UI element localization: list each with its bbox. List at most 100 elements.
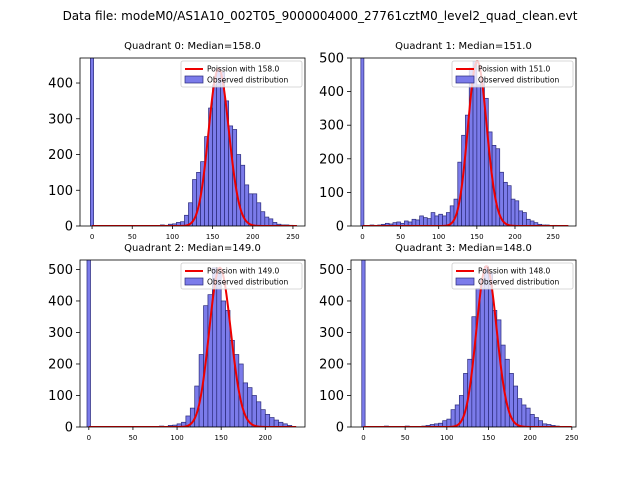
legend-bars-swatch xyxy=(455,277,475,286)
x-tick-label: 200 xyxy=(246,233,259,241)
y-tick-label: 0 xyxy=(65,421,73,436)
histogram-bar xyxy=(526,218,531,226)
y-tick-label: 0 xyxy=(336,220,344,235)
x-tick-label: 200 xyxy=(259,434,272,442)
x-tick-label: 150 xyxy=(214,434,227,442)
axes-frame xyxy=(350,57,577,227)
histogram-bar xyxy=(510,198,516,226)
subplot-quadrant-1: Quadrant 1: Median=151.00100200300400500… xyxy=(319,41,577,241)
y-tick-label: 400 xyxy=(48,77,73,92)
legend-curve-label: Poission with 148.0 xyxy=(478,267,551,276)
legend: Poission with 148.0 Observed distribution xyxy=(451,262,574,290)
legend: Poission with 149.0 Observed distribution xyxy=(180,262,303,290)
histogram-bar xyxy=(521,404,527,427)
subplot-title: Quadrant 2: Median=149.0 xyxy=(124,243,261,254)
legend: Poission with 151.0 Observed distribution xyxy=(451,60,574,88)
subplot-quadrant-3: Quadrant 3: Median=148.00100200300400500… xyxy=(319,243,578,442)
legend-box xyxy=(451,262,574,290)
histogram-bar xyxy=(212,84,217,226)
legend-box xyxy=(180,262,303,290)
histogram-bar xyxy=(256,202,262,226)
histogram-bar xyxy=(517,398,523,427)
subplot-title: Quadrant 0: Median=158.0 xyxy=(124,41,261,52)
legend-bars-swatch xyxy=(184,75,204,84)
histogram-bar xyxy=(507,185,512,226)
x-tick-label: 50 xyxy=(128,434,137,442)
histogram-bar xyxy=(522,212,527,226)
legend-bars-label: Observed distribution xyxy=(478,76,559,85)
histogram-bar xyxy=(479,278,485,427)
poisson-curve xyxy=(363,265,572,427)
histogram-bar xyxy=(514,200,520,226)
x-tick-label: 50 xyxy=(401,434,410,442)
histogram-bar xyxy=(430,212,436,226)
histogram-bar xyxy=(438,213,443,226)
x-tick-label: 100 xyxy=(166,233,179,241)
subplot-quadrant-2: Quadrant 2: Median=149.00100200300400500… xyxy=(48,243,306,442)
y-tick-label: 100 xyxy=(48,389,73,404)
legend-bars-label: Observed distribution xyxy=(478,278,559,287)
histogram-bar xyxy=(411,218,417,226)
axes-frame xyxy=(350,259,577,428)
y-tick-label: 0 xyxy=(65,220,73,235)
y-tick-label: 200 xyxy=(319,152,344,167)
histogram-bar xyxy=(216,272,222,427)
histogram-bar xyxy=(269,417,275,427)
y-tick-label: 500 xyxy=(48,263,73,278)
histogram-bar xyxy=(442,215,447,226)
x-tick-label: 0 xyxy=(90,233,94,241)
histogram-bar xyxy=(426,218,432,226)
histogram-bar xyxy=(504,358,510,427)
x-tick-label: 50 xyxy=(128,233,137,241)
x-tick-label: 200 xyxy=(523,434,536,442)
plot-area xyxy=(90,58,297,226)
histogram-bar xyxy=(220,300,226,427)
x-tick-label: 250 xyxy=(286,233,299,241)
x-tick-label: 0 xyxy=(360,233,364,241)
histogram-bar-spike xyxy=(361,260,366,427)
subplot-title: Quadrant 3: Median=148.0 xyxy=(395,243,532,254)
x-tick-label: 200 xyxy=(508,233,521,241)
figure-suptitle: Data file: modeM0/AS1A10_002T05_90000040… xyxy=(63,9,578,23)
x-tick-label: 0 xyxy=(87,434,91,442)
x-tick-label: 250 xyxy=(565,434,578,442)
y-tick-label: 200 xyxy=(319,357,344,372)
y-tick-label: 400 xyxy=(319,85,344,100)
legend: Poission with 158.0 Observed distribution xyxy=(180,60,303,88)
y-tick-label: 100 xyxy=(319,186,344,201)
histogram-bar xyxy=(533,417,539,427)
legend-bars-label: Observed distribution xyxy=(207,76,288,85)
subplot-quadrant-0: Quadrant 0: Median=158.0 0 100 200 300 400 0 50… xyxy=(48,41,306,241)
histogram-bar xyxy=(268,218,274,226)
x-tick-label: 100 xyxy=(170,434,183,442)
histogram-bar xyxy=(450,409,456,427)
y-tick-label: 100 xyxy=(319,389,344,404)
histogram-bar xyxy=(503,181,508,226)
histogram-bar xyxy=(419,215,424,226)
y-tick-label: 0 xyxy=(336,421,344,436)
legend-curve-label: Poission with 149.0 xyxy=(207,267,280,276)
legend-curve-label: Poission with 151.0 xyxy=(478,65,551,74)
histogram-bar xyxy=(264,414,271,427)
histogram-bar xyxy=(483,265,489,427)
axes-frame xyxy=(79,259,306,428)
histogram-bar xyxy=(525,407,531,427)
histogram-bar xyxy=(476,84,482,226)
plot-area xyxy=(361,260,572,427)
legend-bars-swatch xyxy=(455,75,475,84)
histogram-bar xyxy=(251,395,257,427)
poisson-curve xyxy=(88,266,297,427)
subplot-title: Quadrant 1: Median=151.0 xyxy=(395,41,532,52)
histogram-bar xyxy=(518,210,523,226)
x-tick-label: 100 xyxy=(440,434,453,442)
histogram-bar xyxy=(446,418,452,427)
y-tick-label: 300 xyxy=(319,119,344,134)
poisson-curve xyxy=(362,60,569,226)
histogram-bar xyxy=(529,414,535,427)
histogram-bar-spike xyxy=(90,58,94,226)
histogram-bar xyxy=(252,193,258,226)
x-tick-label: 150 xyxy=(482,434,495,442)
y-tick-label: 400 xyxy=(319,294,344,309)
x-tick-label: 150 xyxy=(206,233,219,241)
